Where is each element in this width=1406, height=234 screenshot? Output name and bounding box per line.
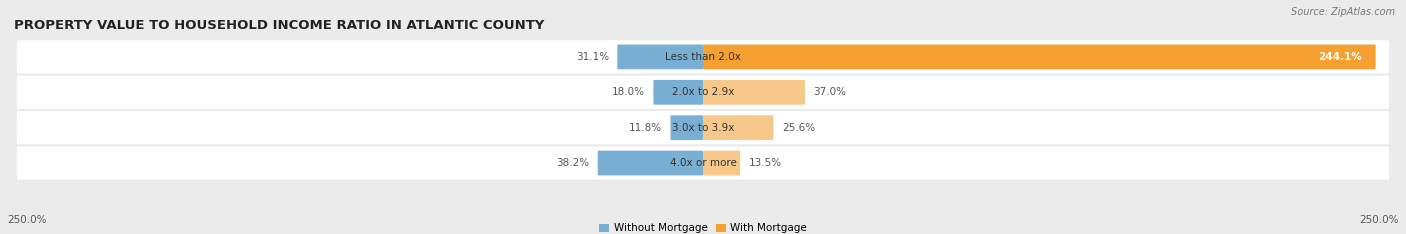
Text: 25.6%: 25.6% <box>782 123 815 133</box>
Text: 11.8%: 11.8% <box>628 123 662 133</box>
Text: 38.2%: 38.2% <box>557 158 589 168</box>
Text: Source: ZipAtlas.com: Source: ZipAtlas.com <box>1291 7 1395 17</box>
Text: 244.1%: 244.1% <box>1319 52 1362 62</box>
Text: 250.0%: 250.0% <box>1360 215 1399 225</box>
Text: 250.0%: 250.0% <box>7 215 46 225</box>
FancyBboxPatch shape <box>671 115 703 140</box>
FancyBboxPatch shape <box>17 76 1389 109</box>
FancyBboxPatch shape <box>17 111 1389 144</box>
FancyBboxPatch shape <box>703 44 1375 69</box>
FancyBboxPatch shape <box>703 80 806 105</box>
Text: 2.0x to 2.9x: 2.0x to 2.9x <box>672 87 734 97</box>
FancyBboxPatch shape <box>598 151 703 176</box>
Text: 31.1%: 31.1% <box>576 52 609 62</box>
Text: PROPERTY VALUE TO HOUSEHOLD INCOME RATIO IN ATLANTIC COUNTY: PROPERTY VALUE TO HOUSEHOLD INCOME RATIO… <box>14 19 544 32</box>
FancyBboxPatch shape <box>17 146 1389 180</box>
Text: 18.0%: 18.0% <box>612 87 645 97</box>
Text: 13.5%: 13.5% <box>748 158 782 168</box>
Legend: Without Mortgage, With Mortgage: Without Mortgage, With Mortgage <box>595 219 811 234</box>
Text: 37.0%: 37.0% <box>813 87 846 97</box>
FancyBboxPatch shape <box>703 151 740 176</box>
FancyBboxPatch shape <box>703 115 773 140</box>
FancyBboxPatch shape <box>654 80 703 105</box>
Text: 3.0x to 3.9x: 3.0x to 3.9x <box>672 123 734 133</box>
FancyBboxPatch shape <box>617 44 703 69</box>
Text: 4.0x or more: 4.0x or more <box>669 158 737 168</box>
FancyBboxPatch shape <box>17 40 1389 73</box>
Text: Less than 2.0x: Less than 2.0x <box>665 52 741 62</box>
